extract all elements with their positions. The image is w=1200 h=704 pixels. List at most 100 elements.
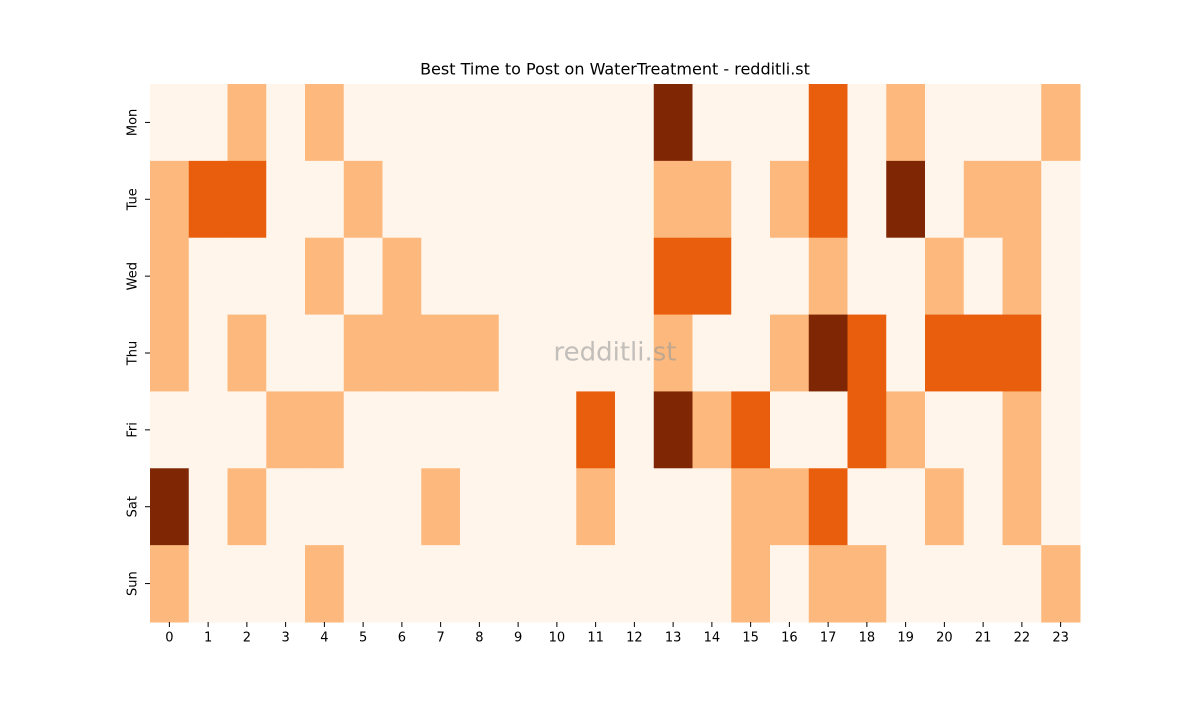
cell bbox=[343, 468, 383, 546]
cell bbox=[1041, 237, 1081, 316]
x-tick-label: 19 bbox=[897, 631, 914, 646]
cell bbox=[770, 468, 810, 546]
cell bbox=[421, 314, 461, 392]
cell bbox=[770, 314, 810, 392]
cell bbox=[692, 314, 732, 392]
cell bbox=[382, 160, 422, 239]
cell bbox=[576, 391, 616, 469]
cell bbox=[847, 545, 887, 623]
cell bbox=[460, 391, 500, 469]
cell bbox=[188, 545, 228, 623]
heatmap bbox=[150, 84, 1081, 623]
cell bbox=[770, 160, 810, 239]
cell bbox=[847, 160, 887, 239]
cell bbox=[1041, 545, 1081, 623]
x-tick-label: 13 bbox=[665, 631, 682, 646]
cell bbox=[421, 237, 461, 316]
cell bbox=[498, 314, 538, 392]
cell bbox=[537, 545, 577, 623]
x-tick-label: 14 bbox=[704, 631, 721, 646]
y-tick-label: Sun bbox=[126, 571, 141, 596]
cell bbox=[343, 84, 383, 162]
cell bbox=[227, 391, 267, 469]
cell bbox=[770, 237, 810, 316]
cell bbox=[305, 314, 345, 392]
y-tick-label: Thu bbox=[126, 341, 141, 366]
cell bbox=[188, 391, 228, 469]
cell bbox=[653, 314, 693, 392]
cell bbox=[498, 545, 538, 623]
cell bbox=[537, 160, 577, 239]
x-tick-label: 1 bbox=[204, 631, 212, 646]
x-tick-label: 5 bbox=[359, 631, 367, 646]
cell bbox=[150, 84, 190, 162]
x-tick-label: 17 bbox=[820, 631, 837, 646]
cell bbox=[460, 314, 500, 392]
cell bbox=[886, 545, 926, 623]
x-tick-label: 6 bbox=[398, 631, 406, 646]
cell bbox=[498, 160, 538, 239]
cell bbox=[1041, 160, 1081, 239]
x-tick-label: 21 bbox=[975, 631, 992, 646]
cell bbox=[963, 314, 1003, 392]
cell bbox=[460, 545, 500, 623]
cell bbox=[925, 84, 965, 162]
cell bbox=[382, 237, 422, 316]
cell bbox=[188, 160, 228, 239]
cell bbox=[1002, 84, 1042, 162]
cell bbox=[266, 160, 306, 239]
cell bbox=[498, 468, 538, 546]
chart-title: Best Time to Post on WaterTreatment - re… bbox=[420, 60, 810, 79]
cell bbox=[653, 237, 693, 316]
cell bbox=[925, 391, 965, 469]
cell bbox=[498, 237, 538, 316]
y-tick-label: Mon bbox=[126, 109, 141, 136]
cell bbox=[615, 545, 655, 623]
cell bbox=[1041, 391, 1081, 469]
cell bbox=[266, 314, 306, 392]
x-tick-label: 22 bbox=[1014, 631, 1031, 646]
cell bbox=[227, 84, 267, 162]
y-tick-label: Tue bbox=[126, 188, 141, 211]
cell bbox=[731, 237, 771, 316]
x-tick-label: 23 bbox=[1052, 631, 1069, 646]
cell bbox=[847, 314, 887, 392]
cell bbox=[150, 391, 190, 469]
cell bbox=[1041, 84, 1081, 162]
cell bbox=[1002, 468, 1042, 546]
cell bbox=[343, 391, 383, 469]
cell bbox=[653, 545, 693, 623]
cell bbox=[266, 468, 306, 546]
x-tick-label: 16 bbox=[781, 631, 798, 646]
cell bbox=[808, 391, 848, 469]
cell bbox=[615, 391, 655, 469]
cell bbox=[382, 545, 422, 623]
cell bbox=[808, 160, 848, 239]
cell bbox=[886, 84, 926, 162]
x-tick-label: 7 bbox=[436, 631, 444, 646]
cell bbox=[692, 237, 732, 316]
cell bbox=[808, 237, 848, 316]
cell bbox=[963, 237, 1003, 316]
cell bbox=[188, 84, 228, 162]
cell bbox=[576, 314, 616, 392]
cell bbox=[537, 84, 577, 162]
x-tick-label: 9 bbox=[514, 631, 522, 646]
cell bbox=[615, 314, 655, 392]
x-tick-label: 4 bbox=[320, 631, 328, 646]
cell bbox=[305, 545, 345, 623]
cell bbox=[653, 84, 693, 162]
x-tick-label: 8 bbox=[475, 631, 483, 646]
cell bbox=[731, 468, 771, 546]
cell bbox=[150, 160, 190, 239]
x-tick-label: 20 bbox=[936, 631, 953, 646]
watermark: redditli.st bbox=[554, 338, 677, 368]
cell bbox=[770, 391, 810, 469]
cell bbox=[731, 314, 771, 392]
cell bbox=[576, 545, 616, 623]
cell bbox=[305, 84, 345, 162]
cell bbox=[770, 84, 810, 162]
cell bbox=[266, 391, 306, 469]
cell bbox=[653, 468, 693, 546]
cell bbox=[886, 314, 926, 392]
